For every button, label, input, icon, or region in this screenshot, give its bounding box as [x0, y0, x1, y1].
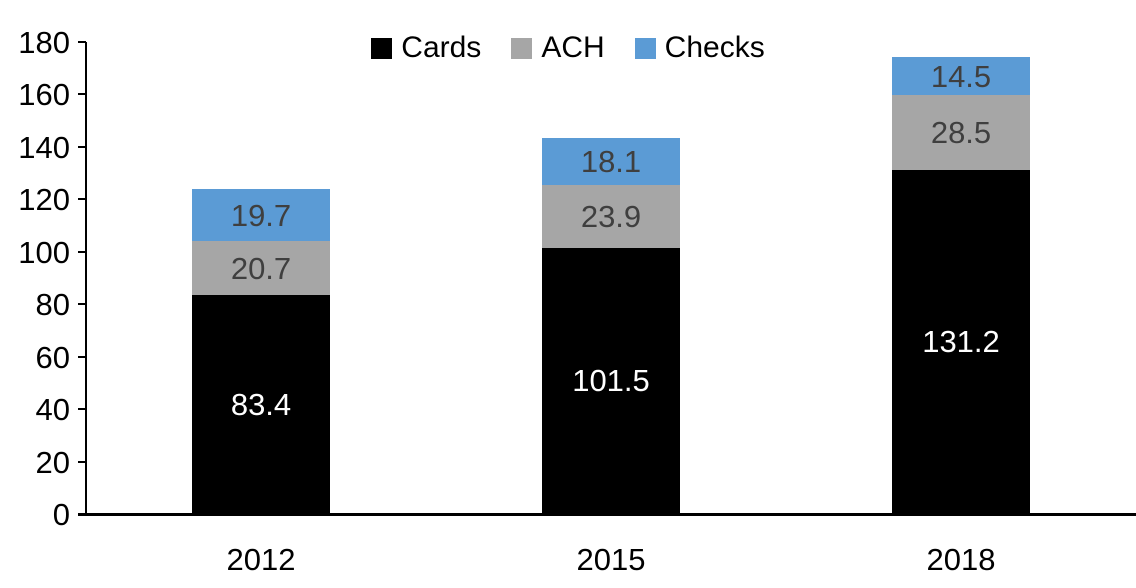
legend-label: ACH: [541, 31, 605, 64]
legend-label: Cards: [401, 31, 482, 64]
y-tick-label: 0: [52, 497, 70, 532]
y-tick-mark: [78, 355, 86, 358]
bar-segment-checks-2018: 14.5: [892, 57, 1030, 96]
x-category-label-2018: 2018: [926, 542, 996, 577]
y-tick-label: 40: [35, 392, 70, 428]
y-tick-mark: [78, 408, 86, 411]
y-axis-line: [85, 42, 87, 515]
bar-segment-ach-2012: 20.7: [192, 241, 330, 296]
bar-value-label: 19.7: [230, 197, 292, 233]
bar-value-label: 28.5: [930, 115, 992, 151]
y-tick-label: 180: [18, 25, 70, 60]
x-category-label-2012: 2012: [226, 542, 296, 577]
bar-segment-cards-2015: 101.5: [542, 247, 680, 514]
y-tick-label: 20: [35, 444, 70, 480]
y-tick-label: 80: [35, 287, 70, 323]
bar-value-label: 83.4: [230, 387, 292, 423]
bar-segment-checks-2015: 18.1: [542, 137, 680, 186]
legend-swatch-cards: [371, 37, 393, 59]
bar-value-label: 101.5: [572, 363, 650, 399]
y-tick-label: 140: [18, 129, 70, 165]
bar-segment-ach-2015: 23.9: [542, 185, 680, 248]
bar-segment-ach-2018: 28.5: [892, 95, 1030, 170]
bar-value-label: 14.5: [930, 58, 992, 94]
y-tick-mark: [78, 250, 86, 253]
y-tick-label: 100: [18, 234, 70, 270]
y-tick-mark: [78, 145, 86, 148]
x-axis-line: [78, 513, 1136, 516]
bar-value-label: 20.7: [230, 250, 292, 286]
legend-item-cards: Cards: [371, 33, 481, 63]
legend-item-checks: Checks: [634, 31, 765, 64]
y-tick-mark: [78, 198, 86, 201]
bar-segment-cards-2012: 83.4: [192, 295, 330, 514]
y-tick-mark: [78, 41, 86, 43]
legend-item-ach: ACH: [511, 31, 605, 64]
bar-value-label: 23.9: [580, 199, 642, 234]
x-category-label-2015: 2015: [576, 542, 646, 577]
y-tick-label: 160: [18, 77, 70, 113]
bar-segment-cards-2018: 131.2: [892, 169, 1030, 514]
y-tick-mark: [78, 93, 86, 96]
bar-value-label: 18.1: [580, 143, 642, 179]
y-tick-mark: [78, 460, 86, 463]
bar-segment-checks-2012: 19.7: [192, 189, 330, 242]
y-tick-label: 60: [35, 339, 70, 375]
bar-value-label: 131.2: [922, 324, 1000, 360]
y-tick-label: 120: [18, 182, 70, 218]
legend-label: Checks: [664, 31, 765, 64]
legend-swatch-checks: [634, 37, 656, 59]
legend-swatch-ach: [511, 37, 533, 59]
y-tick-mark: [78, 303, 86, 306]
